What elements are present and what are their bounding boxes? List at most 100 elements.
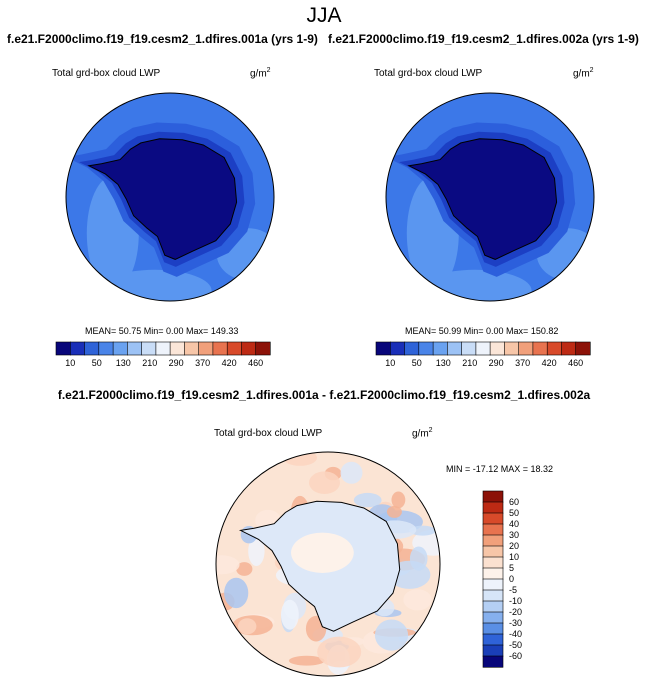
anomaly-patch bbox=[248, 536, 265, 566]
colorbar-swatch bbox=[475, 341, 491, 356]
colorbar-swatch bbox=[482, 578, 504, 591]
colorbar-swatch bbox=[241, 341, 257, 356]
ocean-band bbox=[97, 269, 212, 301]
colorbar-swatch bbox=[482, 633, 504, 646]
colorbar-tick-label: 50 bbox=[509, 508, 519, 518]
colorbar-swatch bbox=[482, 512, 504, 525]
left-units: g/m2 bbox=[250, 67, 271, 80]
colorbar-swatch bbox=[141, 341, 157, 356]
anomaly-patch bbox=[386, 505, 402, 518]
right-map bbox=[385, 92, 595, 302]
colorbar-tick-label: 290 bbox=[489, 358, 504, 368]
left-map bbox=[65, 92, 275, 302]
right-case-title: f.e21.F2000climo.f19_f19.cesm2_1.dfires.… bbox=[328, 32, 639, 46]
colorbar-tick-label: -60 bbox=[509, 651, 522, 661]
colorbar-swatch bbox=[404, 341, 420, 356]
anomaly-patch bbox=[283, 452, 317, 466]
colorbar-tick-label: 420 bbox=[222, 358, 237, 368]
colorbar-swatch bbox=[482, 600, 504, 613]
anomaly-patch bbox=[216, 555, 240, 575]
colorbar-swatch bbox=[482, 589, 504, 602]
right-units: g/m2 bbox=[573, 67, 594, 80]
colorbar-tick-label: 130 bbox=[436, 358, 451, 368]
right-panel-label: Total grd-box cloud LWP bbox=[374, 68, 483, 79]
colorbar-swatch bbox=[482, 490, 504, 503]
colorbar-tick-label: 0 bbox=[509, 574, 514, 584]
colorbar-tick-label: -10 bbox=[509, 596, 522, 606]
anomaly-patch bbox=[317, 636, 362, 668]
map-border bbox=[65, 92, 275, 302]
diff-map bbox=[215, 451, 441, 677]
colorbar-tick-label: 50 bbox=[412, 358, 422, 368]
colorbar-swatch bbox=[532, 341, 548, 356]
colorbar-swatch bbox=[84, 341, 100, 356]
colorbar-tick-label: 130 bbox=[116, 358, 131, 368]
colorbar-swatch bbox=[127, 341, 143, 356]
colorbar-swatch bbox=[198, 341, 214, 356]
colorbar-swatch bbox=[418, 341, 434, 356]
colorbar-swatch bbox=[98, 341, 114, 356]
anomaly-patch bbox=[288, 655, 325, 666]
colorbar-swatch bbox=[504, 341, 520, 356]
colorbar-swatch bbox=[375, 341, 391, 356]
anomaly-patch bbox=[238, 618, 257, 635]
colorbar-swatch bbox=[482, 622, 504, 635]
colorbar-tick-label: 210 bbox=[462, 358, 477, 368]
colorbar-swatch bbox=[255, 341, 271, 356]
map-fill bbox=[66, 93, 274, 301]
colorbar-swatch bbox=[461, 341, 477, 356]
colorbar-tick-label: 370 bbox=[515, 358, 530, 368]
colorbar-swatch bbox=[112, 341, 128, 356]
colorbar-tick-label: 30 bbox=[509, 530, 519, 540]
map-fill bbox=[386, 93, 594, 301]
left-stats: MEAN= 50.75 Min= 0.00 Max= 149.33 bbox=[85, 326, 239, 336]
anomaly-patch bbox=[236, 562, 253, 576]
colorbar-swatch bbox=[184, 341, 200, 356]
colorbar-swatch bbox=[70, 341, 86, 356]
colorbar-swatch bbox=[482, 567, 504, 580]
colorbar-swatch bbox=[561, 341, 577, 356]
anomaly-patch bbox=[309, 471, 340, 495]
colorbar-swatch bbox=[482, 501, 504, 514]
colorbar-tick-label: 460 bbox=[568, 358, 583, 368]
colorbar-tick-label: 460 bbox=[248, 358, 263, 368]
colorbar-tick-label: 10 bbox=[509, 552, 519, 562]
anomaly-patch bbox=[291, 532, 354, 573]
diff-stats: MIN = -17.12 MAX = 18.32 bbox=[446, 464, 554, 474]
colorbar-swatch bbox=[212, 341, 228, 356]
antarctica-coastline bbox=[87, 138, 238, 260]
anomaly-patch bbox=[403, 589, 432, 611]
colorbar-swatch bbox=[482, 611, 504, 624]
map-fill bbox=[216, 452, 440, 676]
diff-panel-label: Total grd-box cloud LWP bbox=[214, 428, 323, 439]
colorbar-swatch bbox=[155, 341, 171, 356]
colorbar-tick-label: 40 bbox=[509, 519, 519, 529]
colorbar-swatch bbox=[169, 341, 186, 356]
colorbar-tick-label: 10 bbox=[385, 358, 395, 368]
left-colorbar: 10 50 130 210 290 370 420 460 bbox=[55, 341, 271, 368]
anomaly-patch bbox=[391, 491, 406, 509]
right-colorbar: 10 50 130 210 290 370 420 460 bbox=[375, 341, 591, 368]
colorbar-swatch bbox=[518, 341, 534, 356]
map-border bbox=[215, 451, 441, 677]
colorbar-swatch bbox=[55, 341, 71, 356]
colorbar-tick-label: -5 bbox=[509, 585, 517, 595]
anomaly-patch bbox=[374, 619, 409, 651]
diff-title: f.e21.F2000climo.f19_f19.cesm2_1.dfires.… bbox=[57, 388, 591, 402]
anomaly-patch bbox=[353, 492, 382, 508]
left-panel-label: Total grd-box cloud LWP bbox=[52, 68, 161, 79]
colorbar-swatch bbox=[546, 341, 563, 356]
map-border bbox=[385, 92, 595, 302]
colorbar-swatch bbox=[389, 341, 406, 356]
colorbar-tick-label: 5 bbox=[509, 563, 514, 573]
colorbar-tick-label: 20 bbox=[509, 541, 519, 551]
colorbar-swatch bbox=[482, 556, 504, 569]
antarctica-coastline bbox=[407, 138, 558, 260]
colorbar-swatch bbox=[226, 341, 243, 356]
colorbar-swatch bbox=[482, 644, 504, 657]
anomaly-patch bbox=[340, 461, 363, 484]
colorbar-swatch bbox=[489, 341, 506, 356]
colorbar-tick-label: -50 bbox=[509, 640, 522, 650]
